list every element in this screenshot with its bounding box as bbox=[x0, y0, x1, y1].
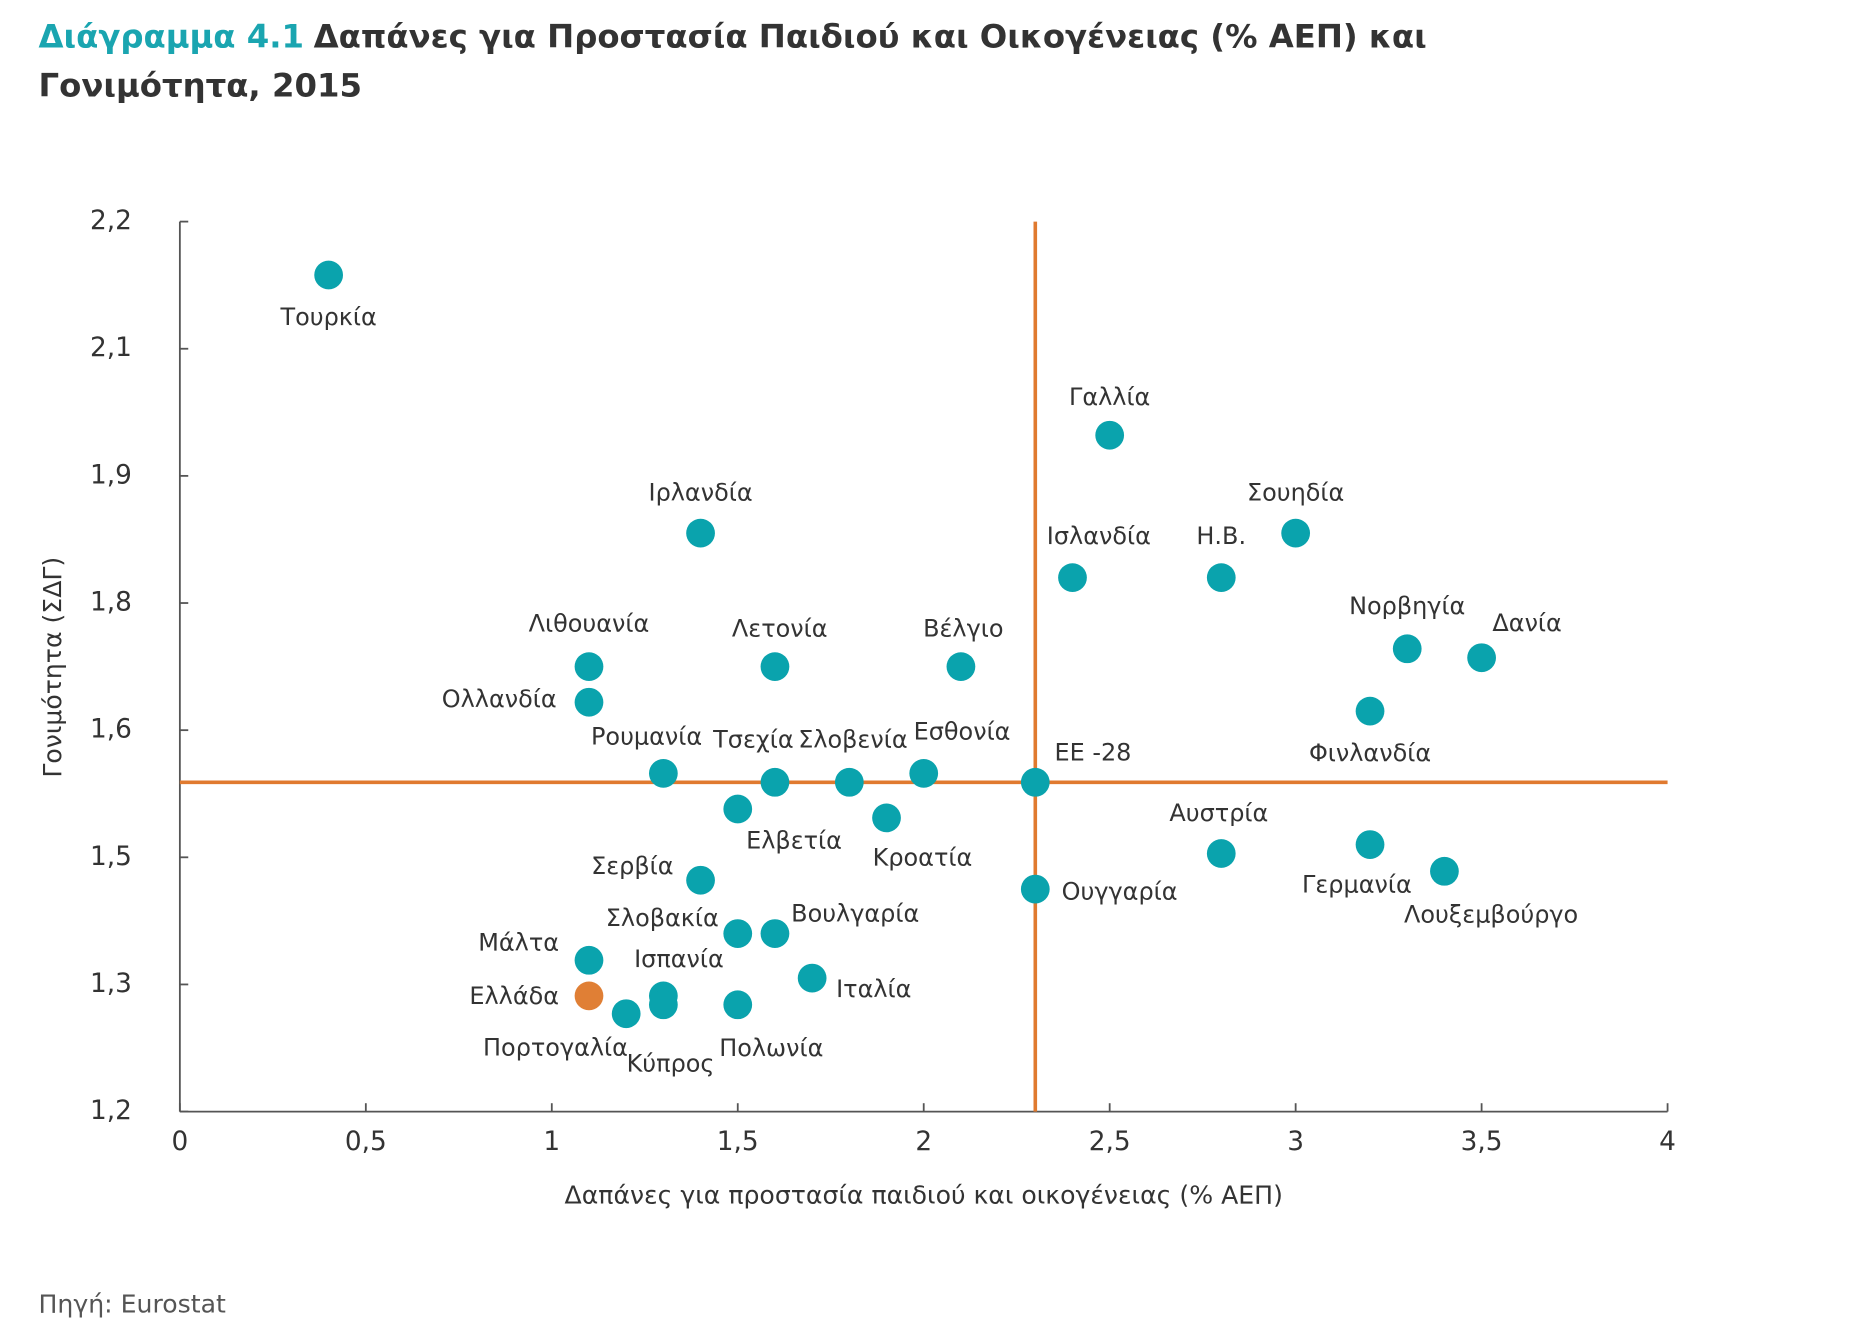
point-label: Σλοβενία bbox=[798, 725, 907, 753]
point bbox=[760, 919, 790, 948]
y-tick-label: 1,6 bbox=[90, 715, 132, 745]
chart-title: Διάγραμμα 4.1 Δαπάνες για Προστασία Παιδι… bbox=[39, 17, 1427, 55]
point-label: Μάλτα bbox=[478, 929, 559, 957]
point-label: ΕΕ -28 bbox=[1054, 739, 1131, 767]
point-label: Ρουμανία bbox=[591, 722, 702, 750]
point bbox=[1355, 830, 1385, 859]
x-tick-label: 3 bbox=[1287, 1127, 1304, 1157]
point bbox=[574, 652, 604, 681]
x-tick-label: 2,5 bbox=[1089, 1127, 1131, 1157]
y-tick-label: 2,2 bbox=[90, 206, 132, 236]
point-label: Ελβετία bbox=[746, 826, 842, 854]
point-label: Πολωνία bbox=[719, 1034, 823, 1062]
point bbox=[760, 652, 790, 681]
point-label: Σουηδία bbox=[1247, 479, 1344, 507]
point bbox=[1095, 420, 1125, 450]
point bbox=[648, 990, 678, 1020]
x-tick-label: 2 bbox=[915, 1127, 932, 1157]
point bbox=[723, 990, 753, 1020]
point-label: Φινλανδία bbox=[1309, 739, 1431, 767]
point-label: Κύπρος bbox=[627, 1050, 715, 1078]
point bbox=[574, 687, 604, 717]
point-label: Εσθονία bbox=[914, 718, 1011, 746]
point bbox=[574, 945, 604, 975]
point-label: Κροατία bbox=[873, 844, 973, 872]
point-label: Δανία bbox=[1492, 609, 1561, 637]
x-axis-label: Δαπάνες για προστασία παιδιού και οικογέ… bbox=[565, 1181, 1283, 1210]
y-tick-label: 1,8 bbox=[90, 588, 132, 618]
point bbox=[797, 963, 827, 993]
point bbox=[1020, 874, 1050, 904]
point bbox=[1281, 518, 1311, 548]
point-label: Ολλανδία bbox=[442, 685, 557, 713]
x-tick-label: 3,5 bbox=[1461, 1127, 1503, 1157]
title-line: Γονιμότητα, 2015 bbox=[39, 66, 362, 104]
point bbox=[314, 260, 344, 290]
point bbox=[1392, 634, 1422, 664]
point-label: Ιταλία bbox=[836, 975, 911, 1003]
x-tick-label: 0 bbox=[171, 1127, 188, 1157]
point-label: Ελλάδα bbox=[469, 982, 559, 1010]
x-tick-label: 1,5 bbox=[717, 1127, 759, 1157]
point-label: Αυστρία bbox=[1169, 799, 1268, 827]
point bbox=[1058, 563, 1087, 592]
point-label: Τσεχία bbox=[712, 725, 793, 753]
point bbox=[946, 652, 976, 681]
source: Πηγή: Eurostat bbox=[39, 1290, 226, 1319]
title-label: Διάγραμμα 4.1 bbox=[39, 17, 305, 55]
x-tick-label: 1 bbox=[543, 1127, 560, 1157]
point-label: Ιρλανδία bbox=[649, 479, 753, 507]
y-tick-label: 2,1 bbox=[90, 333, 132, 363]
y-tick-label: 1,2 bbox=[90, 1096, 132, 1126]
point-label: Τουρκία bbox=[279, 303, 376, 331]
point bbox=[1355, 696, 1385, 726]
point bbox=[909, 759, 939, 788]
point-label: Ουγγαρία bbox=[1062, 878, 1178, 906]
point bbox=[723, 919, 753, 948]
point-label: Λουξεμβούργο bbox=[1404, 901, 1578, 929]
x-tick-label: 0,5 bbox=[345, 1127, 387, 1157]
y-tick-label: 1,9 bbox=[90, 460, 132, 490]
point bbox=[760, 767, 790, 797]
point-label: Σλοβακία bbox=[606, 904, 719, 932]
point-label: Βέλγιο bbox=[923, 614, 1003, 642]
point-label: Σερβία bbox=[591, 852, 673, 880]
point-label: Ισλανδία bbox=[1047, 522, 1151, 550]
point bbox=[686, 518, 715, 548]
point bbox=[1020, 767, 1050, 797]
point bbox=[686, 865, 715, 895]
y-tick-label: 1,3 bbox=[90, 969, 132, 999]
point bbox=[834, 767, 864, 797]
point bbox=[872, 803, 901, 833]
point-label: Βουλγαρία bbox=[791, 899, 919, 927]
point-label: Νορβηγία bbox=[1349, 592, 1465, 620]
y-tick-label: 1,5 bbox=[90, 842, 132, 872]
title-line: Δαπάνες για Προστασία Παιδιού και Οικογέ… bbox=[314, 17, 1427, 55]
point-label: Γαλλία bbox=[1069, 383, 1150, 411]
point-label: Ισπανία bbox=[634, 945, 724, 973]
y-axis-label: Γονιμότητα (ΣΔΓ) bbox=[38, 557, 67, 778]
point bbox=[1467, 643, 1496, 673]
point bbox=[1430, 856, 1459, 886]
point bbox=[574, 981, 604, 1011]
point-label: Πορτογαλία bbox=[483, 1033, 628, 1061]
point bbox=[1206, 563, 1236, 592]
point-label: Λιθουανία bbox=[529, 610, 650, 638]
point-label: Λετονία bbox=[732, 614, 828, 642]
point bbox=[648, 759, 678, 788]
point bbox=[723, 794, 753, 824]
point-label: Γερμανία bbox=[1302, 870, 1412, 898]
point bbox=[611, 999, 641, 1029]
point-label: Η.Β. bbox=[1196, 522, 1246, 550]
point bbox=[1206, 839, 1236, 868]
x-tick-label: 4 bbox=[1659, 1127, 1676, 1157]
